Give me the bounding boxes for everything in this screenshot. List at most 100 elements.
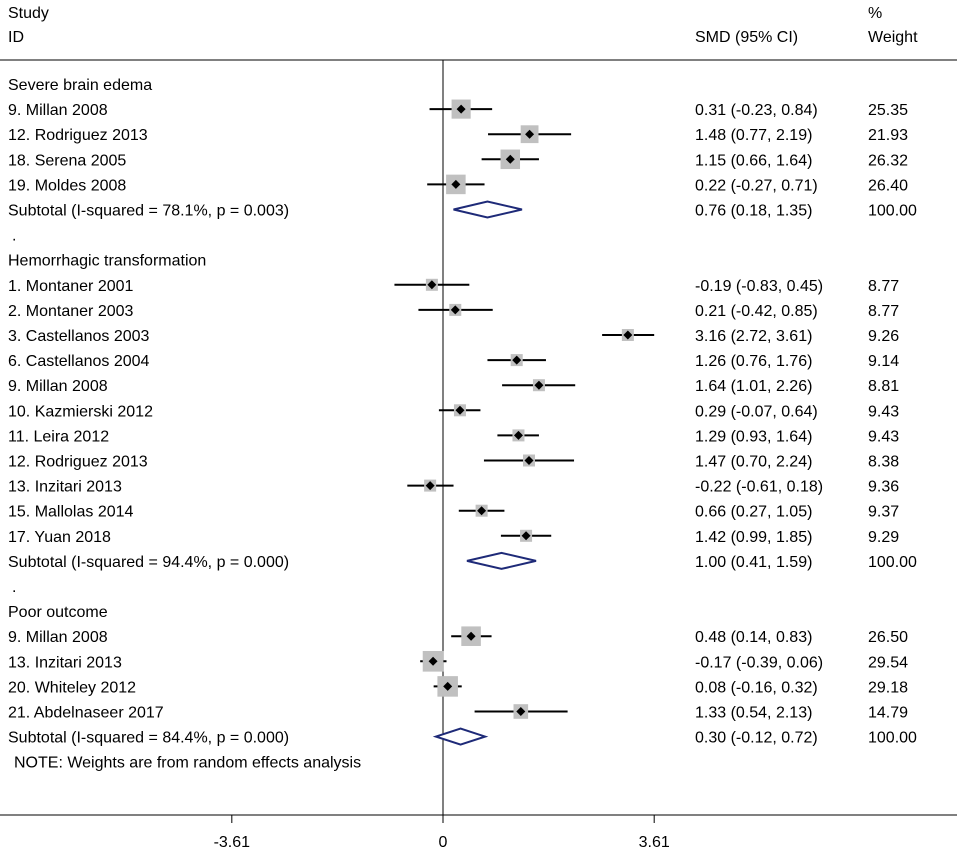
effect-ci-text: -0.19 (-0.83, 0.45)	[695, 278, 823, 295]
weight-text: 9.29	[868, 529, 899, 546]
point-estimate	[451, 179, 461, 189]
subtotal-label: Subtotal (I-squared = 94.4%, p = 0.000)	[8, 554, 289, 571]
x-tick-label: 0	[439, 834, 448, 851]
effect-ci-text: 1.15 (0.66, 1.64)	[695, 152, 812, 169]
header-effect: SMD (95% CI)	[695, 29, 798, 46]
study-label: 19. Moldes 2008	[8, 177, 126, 194]
effect-ci-text: 0.66 (0.27, 1.05)	[695, 504, 812, 521]
weight-text: 9.14	[868, 353, 899, 370]
weight-text: 9.43	[868, 428, 899, 445]
point-estimate	[505, 154, 515, 164]
point-estimate	[450, 305, 460, 315]
point-estimate	[455, 405, 465, 415]
point-estimate	[443, 681, 453, 691]
study-label: 13. Inzitari 2013	[8, 479, 122, 496]
subtotal-weight-text: 100.00	[868, 203, 917, 220]
effect-ci-text: 1.29 (0.93, 1.64)	[695, 428, 812, 445]
effect-ci-text: 3.16 (2.72, 3.61)	[695, 328, 812, 345]
separator-dot: .	[12, 228, 16, 245]
effect-ci-text: 1.42 (0.99, 1.85)	[695, 529, 812, 546]
study-label: 15. Mallolas 2014	[8, 504, 134, 521]
header-weight: Weight	[868, 29, 918, 46]
x-tick-label: -3.61	[214, 834, 251, 851]
header-id: ID	[8, 29, 24, 46]
study-label: 18. Serena 2005	[8, 152, 126, 169]
weight-text: 8.81	[868, 378, 899, 395]
subtotal-diamond	[453, 200, 523, 219]
forest-rows: Severe brain edema 9. Millan 2008 0.31 (-0…	[8, 77, 917, 772]
point-estimate	[427, 280, 437, 290]
weight-text: 9.26	[868, 328, 899, 345]
subtotal-ci-text: 0.76 (0.18, 1.35)	[695, 203, 812, 220]
effect-ci-text: 0.29 (-0.07, 0.64)	[695, 403, 818, 420]
weight-text: 9.37	[868, 504, 899, 521]
subtotal-diamond	[432, 727, 489, 746]
point-estimate	[428, 656, 438, 666]
effect-ci-text: 0.48 (0.14, 0.83)	[695, 629, 812, 646]
weight-text: 21.93	[868, 127, 908, 144]
weight-text: 26.32	[868, 152, 908, 169]
study-label: 2. Montaner 2003	[8, 303, 134, 320]
x-axis: -3.61 0 3.61	[214, 815, 670, 851]
subtotal-ci-text: 1.00 (0.41, 1.59)	[695, 554, 812, 571]
point-estimate	[534, 380, 544, 390]
study-label: 9. Millan 2008	[8, 378, 108, 395]
effect-ci-text: 1.47 (0.70, 2.24)	[695, 454, 812, 471]
point-estimate	[477, 506, 487, 516]
point-estimate	[525, 129, 535, 139]
point-estimate	[425, 481, 435, 491]
effect-ci-text: 1.48 (0.77, 2.19)	[695, 127, 812, 144]
study-label: 13. Inzitari 2013	[8, 654, 122, 671]
study-label: 12. Rodriguez 2013	[8, 454, 148, 471]
weight-text: 8.38	[868, 454, 899, 471]
point-estimate	[516, 707, 526, 716]
separator-dot: .	[12, 579, 16, 596]
x-tick-label: 3.61	[639, 834, 670, 851]
effect-ci-text: 1.64 (1.01, 2.26)	[695, 378, 812, 395]
study-label: 9. Millan 2008	[8, 102, 108, 119]
study-label: 9. Millan 2008	[8, 629, 108, 646]
effect-ci-text: 1.33 (0.54, 2.13)	[695, 705, 812, 722]
weight-text: 8.77	[868, 303, 899, 320]
group-label: Poor outcome	[8, 604, 108, 621]
subtotal-label: Subtotal (I-squared = 84.4%, p = 0.000)	[8, 730, 289, 747]
subtotal-weight-text: 100.00	[868, 554, 917, 571]
weight-text: 25.35	[868, 102, 908, 119]
group-label: Severe brain edema	[8, 77, 152, 94]
weight-text: 26.50	[868, 629, 908, 646]
study-label: 11. Leira 2012	[8, 428, 109, 445]
effect-ci-text: 0.08 (-0.16, 0.32)	[695, 679, 818, 696]
study-label: 20. Whiteley 2012	[8, 679, 136, 696]
subtotal-ci-text: 0.30 (-0.12, 0.72)	[695, 730, 818, 747]
study-label: 1. Montaner 2001	[8, 278, 134, 295]
point-estimate	[456, 104, 466, 114]
weight-text: 29.18	[868, 679, 908, 696]
weight-text: 9.43	[868, 403, 899, 420]
weight-text: 9.36	[868, 479, 899, 496]
point-estimate	[524, 456, 534, 465]
footnote: NOTE: Weights are from random effects an…	[14, 755, 361, 772]
effect-ci-text: -0.17 (-0.39, 0.06)	[695, 654, 823, 671]
point-estimate	[521, 531, 531, 541]
study-label: 12. Rodriguez 2013	[8, 127, 148, 144]
effect-ci-text: 0.22 (-0.27, 0.71)	[695, 177, 818, 194]
point-estimate	[513, 430, 523, 440]
weight-text: 8.77	[868, 278, 899, 295]
subtotal-weight-text: 100.00	[868, 730, 917, 747]
effect-ci-text: -0.22 (-0.61, 0.18)	[695, 479, 823, 496]
point-estimate	[512, 355, 522, 365]
effect-ci-text: 0.31 (-0.23, 0.84)	[695, 102, 818, 119]
subtotal-diamond	[466, 551, 537, 570]
subtotal-label: Subtotal (I-squared = 78.1%, p = 0.003)	[8, 203, 289, 220]
group-label: Hemorrhagic transformation	[8, 253, 206, 270]
weight-text: 14.79	[868, 705, 908, 722]
study-label: 10. Kazmierski 2012	[8, 403, 153, 420]
weight-text: 29.54	[868, 654, 908, 671]
header-percent: %	[868, 5, 882, 22]
study-label: 17. Yuan 2018	[8, 529, 111, 546]
weight-text: 26.40	[868, 177, 908, 194]
study-label: 3. Castellanos 2003	[8, 328, 150, 345]
point-estimate	[466, 631, 476, 641]
study-label: 6. Castellanos 2004	[8, 353, 150, 370]
